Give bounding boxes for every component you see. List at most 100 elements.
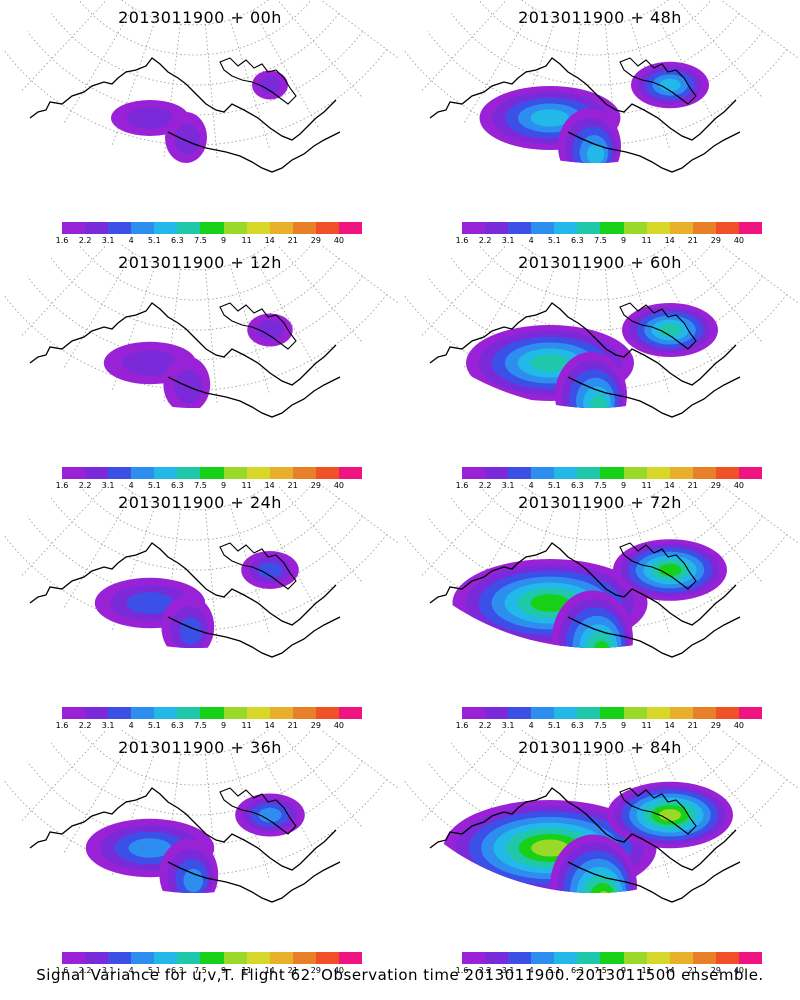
coastline (567, 861, 741, 903)
colorbar-tick-label: 21 (287, 481, 298, 490)
colorbar-swatch (738, 467, 763, 479)
arctic-islands (219, 57, 297, 105)
colorbar-tick-label: 21 (287, 966, 298, 975)
colorbar-swatch (485, 467, 509, 479)
colorbar-swatch (338, 952, 363, 964)
variance-contour (586, 143, 605, 164)
colorbar-tick-label: 40 (733, 721, 745, 730)
variance-map (2, 485, 399, 658)
colorbar-swatch (554, 222, 578, 234)
latitude-line (26, 516, 364, 601)
colorbar-swatch (315, 467, 339, 479)
latitude-line (478, 245, 712, 301)
meridian-line (20, 485, 107, 577)
latitude-line (78, 0, 312, 56)
forecast-panel: 2013011900 + 12h 1.6 2.2 3.1 4 5.1 6.3 7.5 9 11 14… (0, 245, 400, 490)
colorbar-tick-label: 14 (664, 966, 675, 975)
colorbar-swatch (462, 467, 486, 479)
colorbar-tick-label: 5.1 (147, 481, 161, 490)
colorbar-swatch (554, 467, 578, 479)
latitude-line (426, 31, 764, 116)
coastline (29, 787, 337, 871)
coastline (429, 57, 737, 141)
colorbar-tick-label: 1.6 (455, 481, 469, 490)
meridian-line (652, 9, 719, 129)
colorbar-swatch (738, 222, 763, 234)
coastline (567, 616, 741, 658)
meridian-line (205, 509, 218, 645)
meridian-line (205, 269, 218, 405)
latitude-line (521, 730, 669, 756)
colorbar (462, 222, 763, 234)
latitude-line (121, 730, 269, 756)
meridian-line (229, 264, 270, 394)
meridian-line (277, 730, 363, 828)
colorbar-swatch (508, 467, 532, 479)
colorbar-tick-label: 2.2 (78, 236, 92, 245)
colorbar-swatch (485, 707, 509, 719)
meridian-line (720, 245, 799, 304)
colorbar-tick-labels: 1.6 2.2 3.1 4 5.1 6.3 7.5 9 11 14 21 29 40 (56, 966, 362, 976)
colorbar-swatch (269, 222, 293, 234)
colorbar-swatch (692, 467, 716, 479)
colorbar-tick-label: 2.2 (478, 481, 492, 490)
colorbar-swatch (223, 707, 247, 719)
colorbar-swatch (600, 952, 624, 964)
colorbar-tick-label: 3.1 (101, 966, 115, 975)
coastline (167, 376, 341, 418)
colorbar-tick-label: 3.1 (501, 721, 515, 730)
colorbar-swatch (646, 707, 670, 719)
meridian-line (229, 19, 270, 149)
colorbar-tick-labels: 1.6 2.2 3.1 4 5.1 6.3 7.5 9 11 14 21 29 40 (56, 481, 362, 491)
panel-title: 2013011900 + 00h (118, 8, 282, 27)
panel-title: 2013011900 + 48h (518, 8, 682, 27)
coastline (167, 131, 341, 173)
colorbar-tick-label: 1.6 (455, 721, 469, 730)
colorbar-swatch (246, 467, 270, 479)
arctic-islands (619, 302, 697, 350)
colorbar-tick-label: 7.5 (194, 966, 207, 975)
latitude-line (121, 245, 269, 271)
latitude-line (478, 485, 712, 541)
colorbar-tick-label: 2.2 (78, 966, 92, 975)
colorbar-tick-label: 14 (264, 966, 275, 975)
colorbar-swatch (738, 707, 763, 719)
colorbar-swatch (577, 707, 601, 719)
colorbar-tick-label: 21 (687, 236, 698, 245)
colorbar-tick-label: 5.1 (147, 966, 161, 975)
variance-map (402, 0, 799, 173)
colorbar-tick-label: 5.1 (547, 966, 561, 975)
colorbar-tick-label: 40 (733, 966, 745, 975)
variance-contour (179, 617, 203, 645)
panel-title: 2013011900 + 24h (118, 493, 282, 512)
latitude-line (26, 761, 364, 846)
meridian-line (629, 504, 670, 634)
colorbar-tick-label: 40 (733, 236, 745, 245)
colorbar-swatch (485, 222, 509, 234)
meridian-line (652, 494, 719, 614)
variance-contour (256, 320, 284, 340)
colorbar-swatch (154, 707, 178, 719)
forecast-panel: 2013011900 + 00h 1.6 2.2 3.1 4 5.1 6.3 7.5 9 11 14… (0, 0, 400, 245)
colorbar-swatch (623, 707, 647, 719)
variance-map (402, 730, 799, 903)
colorbar-swatch (62, 222, 86, 234)
colorbar-tick-label: 1.6 (55, 721, 69, 730)
colorbar-swatch (554, 952, 578, 964)
colorbar-swatch (508, 222, 532, 234)
latitude-line (78, 730, 312, 786)
latitude-line (78, 245, 312, 301)
latitude-line (450, 743, 740, 816)
colorbar-swatch (269, 707, 293, 719)
variance-contour (658, 809, 682, 821)
colorbar-swatch (177, 952, 201, 964)
coastline (567, 131, 741, 173)
colorbar-tick-label: 5.1 (547, 481, 561, 490)
colorbar-tick-label: 29 (310, 481, 321, 490)
variance-contour (659, 78, 681, 92)
colorbar-tick-label: 4 (128, 481, 134, 490)
coastline (29, 302, 337, 386)
latitude-line (50, 258, 340, 331)
colorbar-tick-label: 6.3 (171, 481, 184, 490)
panel-title: 2013011900 + 72h (518, 493, 682, 512)
